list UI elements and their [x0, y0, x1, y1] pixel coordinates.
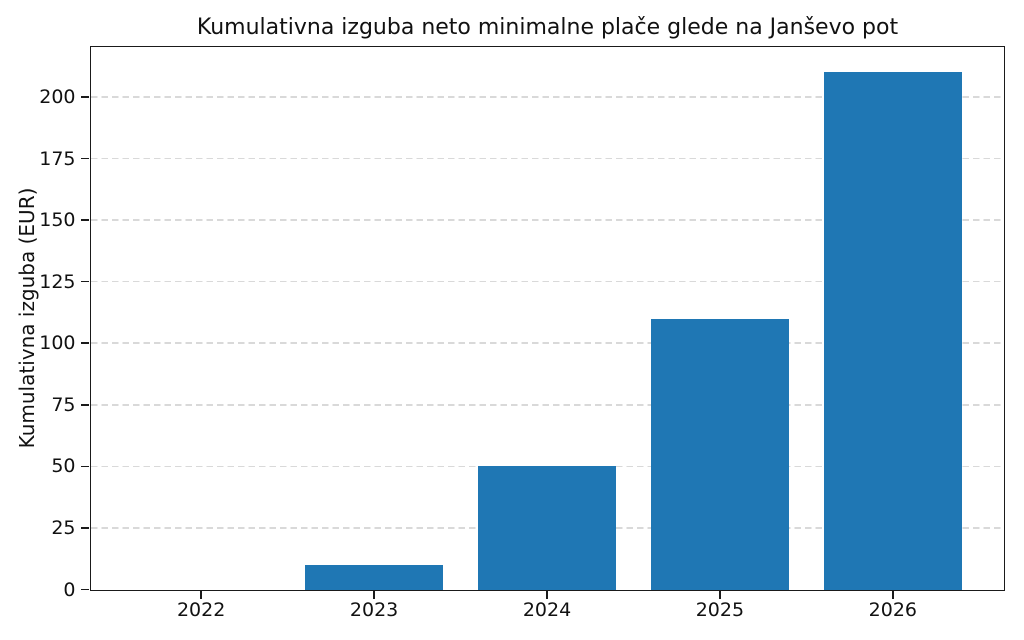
y-gridline [90, 219, 1004, 221]
y-tick-mark [81, 280, 89, 283]
y-tick-mark [81, 527, 89, 529]
x-tick-mark [892, 591, 894, 599]
y-tick-label: 125 [39, 270, 76, 293]
y-tick-mark [81, 157, 89, 160]
y-tick-label: 200 [39, 85, 76, 108]
y-tick-label: 75 [51, 393, 76, 416]
x-tick-mark [200, 591, 202, 599]
bar-2024 [477, 466, 617, 590]
chart-title: Kumulativna izguba neto minimalne plače … [196, 15, 899, 40]
y-gridline [90, 465, 1004, 468]
y-tick-mark [81, 465, 89, 468]
bar-2026 [823, 72, 962, 590]
y-tick-mark [81, 96, 89, 98]
plot-area: 0 25 50 75 100 125 150 175 200 2022 2023 2024 2025 2… [39, 45, 1005, 621]
y-tick-mark [81, 219, 89, 221]
x-tick-mark [719, 591, 721, 599]
x-tick-mark [546, 591, 548, 599]
y-tick-label: 100 [39, 332, 76, 355]
y-tick-mark [81, 342, 89, 344]
x-tick-label: 2025 [695, 598, 745, 621]
y-tick-label: 150 [39, 209, 76, 232]
bar-2023 [304, 564, 444, 590]
y-tick-mark [81, 404, 89, 406]
y-tick-label: 25 [51, 516, 76, 539]
y-axis-label: Kumulativna izguba (EUR) [15, 187, 39, 449]
x-tick-label: 2022 [176, 598, 226, 621]
y-tick-label: 175 [39, 147, 76, 170]
y-gridline [90, 342, 1004, 345]
y-tick-label: 0 [63, 578, 76, 601]
y-gridline [90, 157, 1004, 160]
x-tick-mark [373, 591, 375, 599]
y-gridline [90, 404, 1004, 406]
y-tick-label: 50 [51, 455, 76, 478]
x-tick-label: 2026 [868, 598, 917, 621]
x-tick-label: 2024 [522, 598, 572, 621]
y-tick-mark [81, 588, 89, 591]
x-tick-label: 2023 [349, 598, 399, 621]
y-gridline [90, 96, 1004, 98]
bar-2025 [650, 318, 790, 590]
y-gridline [90, 280, 1004, 283]
